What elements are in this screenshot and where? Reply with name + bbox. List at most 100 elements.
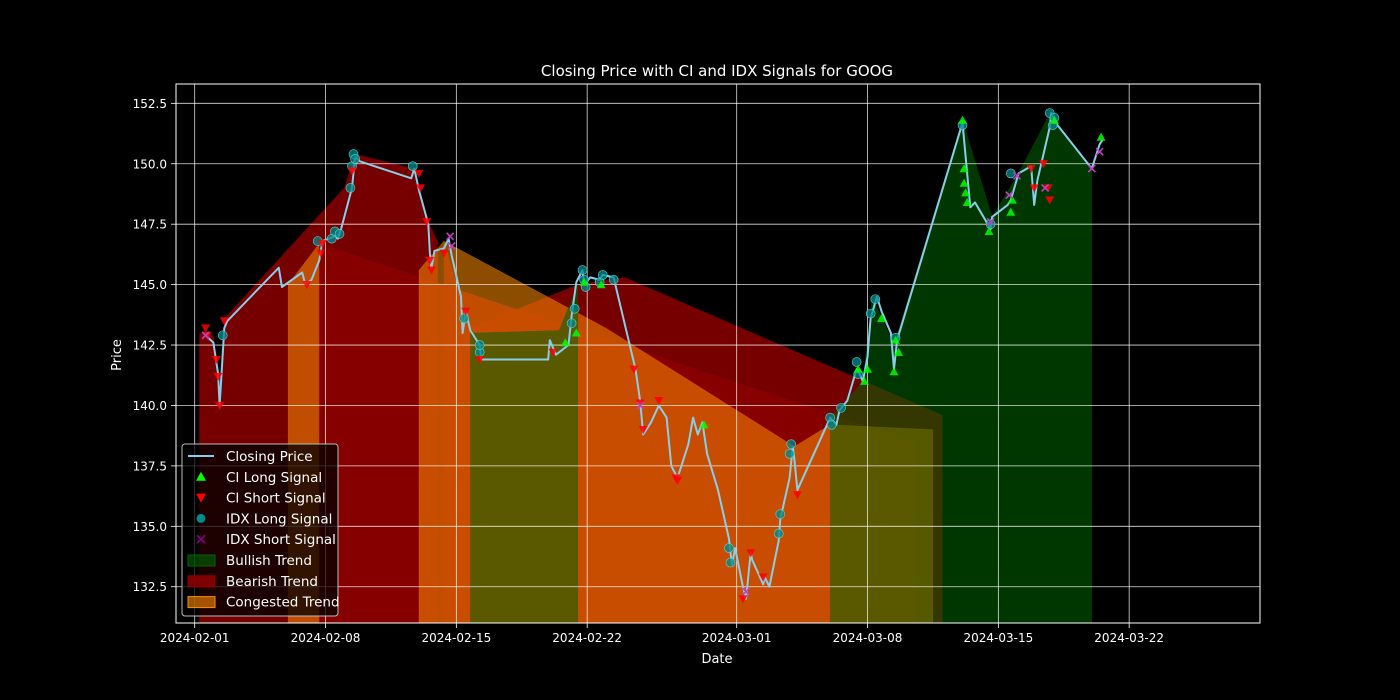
- ci-short-marker: [316, 249, 326, 258]
- ci-long-marker: [962, 197, 972, 207]
- idx-long-marker: [577, 265, 588, 275]
- x-tick-label: 2024-02-22: [552, 631, 622, 645]
- idx-long-marker: [608, 274, 619, 285]
- trend-fill-layer: [199, 110, 1093, 624]
- idx-short-marker: [636, 401, 645, 410]
- x-tick-label: 2024-03-08: [833, 631, 903, 645]
- idx-short-marker: [1087, 164, 1096, 173]
- ci-short-marker: [629, 365, 639, 374]
- idx-long-marker: [569, 303, 580, 314]
- ci-short-marker: [461, 307, 471, 316]
- ci-short-marker: [1045, 196, 1055, 205]
- idx-long-marker: [851, 357, 862, 367]
- y-axis-title: Price: [110, 339, 125, 371]
- ci-short-marker: [416, 184, 426, 193]
- idx-long-marker: [826, 420, 837, 430]
- y-tick-label: 142.5: [133, 339, 167, 353]
- ci-short-marker: [1026, 164, 1036, 174]
- signal-marker-layer: [201, 108, 1106, 604]
- ci-short-marker: [347, 167, 357, 176]
- idx-long-marker: [725, 557, 736, 568]
- legend-triangle-up-icon: [196, 471, 206, 481]
- ci-long-marker: [560, 338, 570, 347]
- ci-long-marker: [853, 364, 863, 373]
- ci-short-marker: [1039, 160, 1049, 169]
- ci-short-marker: [746, 549, 756, 558]
- idx-long-marker: [474, 340, 485, 350]
- ci-short-marker: [211, 355, 221, 365]
- legend-triangle-down-icon: [196, 493, 206, 503]
- x-tick-label: 2024-03-22: [1094, 631, 1164, 645]
- legend-label: CI Long Signal: [226, 470, 322, 486]
- ci-short-marker: [635, 399, 645, 408]
- idx-long-marker: [459, 313, 469, 324]
- axes: 2024-02-01 2024-02-08 2024-02-15 2024-02-22…: [133, 83, 1261, 645]
- price-line-layer: [204, 112, 1104, 600]
- idx-short-marker: [986, 217, 995, 226]
- idx-long-marker: [597, 270, 608, 280]
- y-tick-label: 145.0: [133, 278, 167, 292]
- ci-long-marker: [596, 280, 606, 289]
- ci-long-marker: [877, 313, 887, 323]
- legend-label: Bearish Trend: [226, 574, 318, 590]
- y-tick-label: 135.0: [133, 520, 167, 534]
- ci-short-marker: [426, 266, 436, 275]
- ci-long-marker: [571, 328, 581, 337]
- idx-long-marker: [836, 403, 846, 413]
- idx-long-marker: [724, 543, 734, 553]
- idx-long-marker: [345, 183, 356, 193]
- legend-label: Closing Price: [226, 449, 313, 465]
- idx-long-marker: [350, 154, 360, 164]
- legend: Closing Price CI Long Signal CI Short Sign…: [181, 443, 340, 617]
- legend-label: IDX Short Signal: [226, 532, 336, 548]
- idx-short-marker: [447, 241, 456, 251]
- ci-short-marker: [475, 355, 485, 365]
- idx-short-marker: [1041, 183, 1050, 192]
- legend-patch-icon: [187, 554, 216, 567]
- ci-short-marker: [425, 256, 435, 265]
- ci-short-marker: [414, 169, 424, 178]
- idx-long-marker: [786, 439, 797, 449]
- ci-long-marker: [959, 178, 969, 187]
- ci-long-marker: [958, 115, 968, 124]
- ci-short-marker: [654, 397, 664, 406]
- ci-short-marker: [673, 476, 683, 485]
- trend-region-bullish-trend-5: [470, 284, 579, 624]
- idx-short-marker: [201, 331, 210, 340]
- plot-frame: [175, 83, 1261, 624]
- ci-long-marker: [1096, 132, 1106, 141]
- ci-short-marker: [638, 426, 648, 435]
- legend-label: Bullish Trend: [226, 553, 312, 569]
- legend-cross-icon: [196, 534, 206, 544]
- ci-long-marker: [1049, 115, 1059, 124]
- x-tick-label: 2024-03-01: [702, 631, 772, 645]
- legend-patch-icon: [187, 596, 216, 609]
- idx-long-marker: [334, 229, 345, 239]
- y-tick-label: 140.0: [133, 399, 167, 413]
- y-tick-label: 137.5: [133, 459, 167, 473]
- idx-long-marker: [775, 509, 786, 520]
- ci-short-marker: [302, 281, 312, 290]
- x-tick-label: 2024-02-08: [291, 631, 361, 645]
- ci-short-marker: [738, 595, 748, 604]
- legend-patch-icon: [187, 575, 216, 588]
- legend-box: [181, 443, 339, 617]
- ci-short-marker: [201, 324, 211, 333]
- legend-label: Congested Trend: [226, 595, 340, 611]
- ci-long-marker: [863, 364, 873, 373]
- idx-long-marker: [773, 528, 784, 539]
- idx-short-marker: [741, 587, 751, 596]
- idx-short-marker: [1012, 171, 1022, 180]
- ci-long-marker: [579, 277, 589, 286]
- idx-long-marker: [217, 330, 228, 341]
- idx-long-marker: [865, 308, 876, 319]
- ci-long-marker: [889, 367, 899, 376]
- ci-long-marker: [1006, 207, 1016, 216]
- idx-long-marker: [407, 161, 418, 171]
- legend-circle-icon: [196, 513, 206, 523]
- idx-short-marker: [446, 232, 455, 241]
- ci-short-marker: [439, 249, 449, 258]
- idx-short-marker: [1005, 191, 1014, 200]
- x-axis-title: Date: [701, 652, 732, 667]
